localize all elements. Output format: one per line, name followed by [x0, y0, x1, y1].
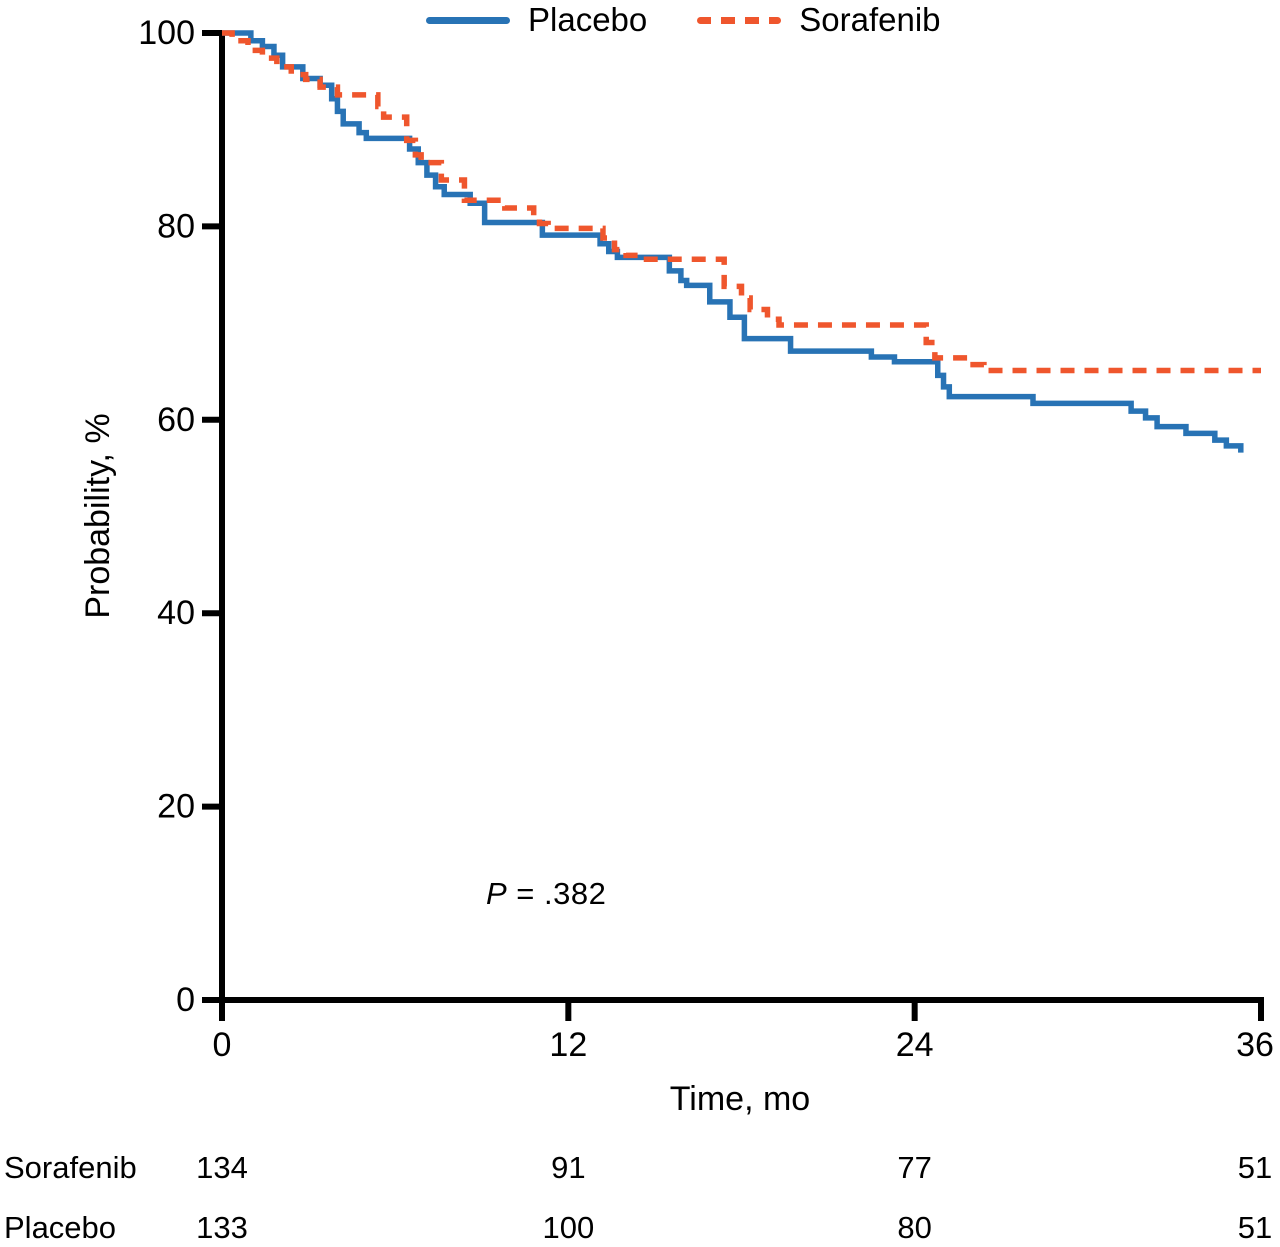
x-tick-label: 36 [1236, 1026, 1274, 1064]
y-axis-label: Probability, % [79, 413, 117, 618]
p-value-symbol: P [486, 876, 508, 911]
axes [202, 30, 1264, 1021]
risk-row-label-sorafenib: Sorafenib [4, 1150, 137, 1185]
risk-count: 51 [1237, 1210, 1273, 1245]
risk-count: 80 [897, 1210, 932, 1245]
risk-count: 133 [196, 1210, 248, 1245]
sorafenib-line-swatch [697, 16, 782, 24]
x-tick-label: 12 [549, 1026, 587, 1064]
y-tick-label: 0 [176, 981, 195, 1019]
x-axis-label: Time, mo [670, 1080, 810, 1118]
tick-labels: 100 80 60 40 20 00 12 24 36 [138, 14, 1274, 1064]
axis-lines [219, 33, 1264, 1003]
survival-curves [222, 30, 1261, 453]
legend-label-sorafenib: Sorafenib [799, 1, 941, 38]
risk-count: 77 [897, 1150, 932, 1185]
curve-placebo [222, 30, 1244, 453]
legend: Placebo Sorafenib [426, 1, 941, 39]
x-tick-label: 24 [896, 1026, 934, 1064]
risk-count: 100 [542, 1210, 595, 1245]
curve-sorafenib [222, 30, 1261, 374]
placebo-line-swatch [426, 16, 510, 24]
legend-label-placebo: Placebo [528, 1, 648, 38]
risk-count: 91 [551, 1150, 586, 1185]
y-tick-label: 80 [157, 207, 195, 245]
x-tick-label: 0 [213, 1026, 232, 1064]
risk-count: 51 [1237, 1150, 1273, 1185]
risk-count: 134 [196, 1150, 248, 1185]
p-value-text: = .382 [507, 876, 607, 911]
y-tick-label: 40 [157, 594, 195, 632]
y-tick-label: 20 [157, 788, 195, 826]
p-value-annotation: P = .382 [486, 876, 606, 912]
y-tick-label: 100 [138, 14, 195, 52]
risk-row-label-placebo: Placebo [4, 1210, 117, 1245]
y-tick-label: 60 [157, 401, 195, 439]
